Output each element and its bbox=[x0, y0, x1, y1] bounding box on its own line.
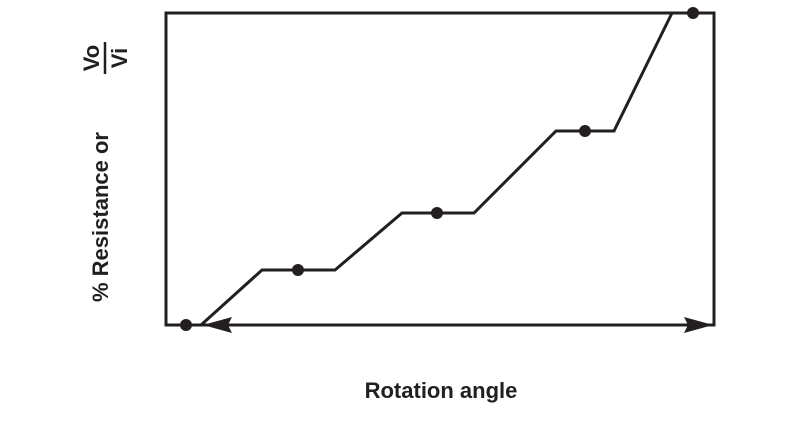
tap-point bbox=[687, 7, 699, 19]
tap-point bbox=[292, 264, 304, 276]
tap-point bbox=[431, 207, 443, 219]
plot-frame bbox=[164, 11, 716, 327]
taper-curve bbox=[199, 12, 674, 327]
fraction-numerator: Vo bbox=[79, 45, 104, 71]
rotation-arrow bbox=[203, 317, 713, 333]
tap-points bbox=[180, 7, 699, 331]
fraction-denominator: Vi bbox=[107, 48, 132, 68]
arrow-head-right bbox=[684, 317, 713, 333]
y-axis-label: % Resistance or bbox=[88, 132, 113, 302]
tap-point bbox=[180, 319, 192, 331]
x-axis-label: Rotation angle bbox=[365, 378, 518, 403]
arrow-head-left bbox=[203, 317, 232, 333]
tap-point bbox=[579, 125, 591, 137]
